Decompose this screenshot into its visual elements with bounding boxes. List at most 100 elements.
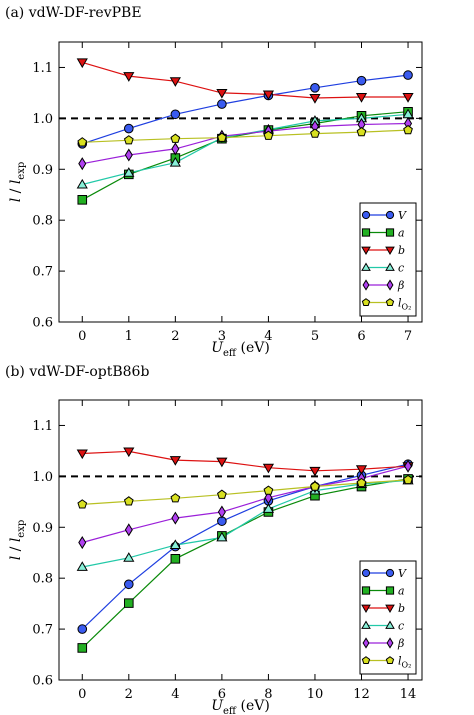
data-point (262, 463, 275, 474)
y-tick-label: 1.0 (32, 470, 53, 485)
legend-marker (385, 656, 395, 665)
data-point (262, 90, 275, 101)
x-axis-label: Ueff (eV) (211, 340, 270, 359)
data-point (124, 579, 134, 590)
legend-label: lO₂ (398, 655, 411, 670)
y-tick-label: 0.7 (32, 623, 53, 638)
data-point (355, 465, 368, 475)
legend-label: c (398, 620, 404, 633)
legend-marker (385, 620, 395, 629)
data-point (123, 135, 134, 145)
data-point (123, 72, 135, 82)
legend-marker (361, 568, 371, 578)
panel-b: (b) vdW-DF-optB86b 0 2 4 6 8 10 12 14 0.6 0.7 0.8 0.… (5, 364, 423, 715)
data-point (76, 561, 88, 571)
data-point (217, 99, 227, 109)
data-point (76, 58, 88, 69)
data-point (263, 485, 274, 495)
x-tick-label: 14 (400, 687, 417, 702)
data-point (216, 531, 228, 542)
x-tick-label: 6 (218, 687, 226, 702)
legend-box (359, 560, 417, 675)
x-tick-label: 0 (78, 329, 86, 344)
legend-marker (385, 246, 395, 255)
y-tick-label: 0.7 (32, 265, 53, 280)
data-point (78, 157, 87, 171)
y-tick-label: 0.9 (32, 163, 53, 178)
series-line-5 (82, 479, 409, 505)
data-point (77, 499, 88, 509)
x-tick-label: 10 (307, 687, 324, 702)
legend-box (359, 202, 417, 317)
data-point (310, 481, 320, 491)
y-tick-label: 1.0 (32, 112, 53, 127)
data-point (170, 133, 181, 143)
data-point (78, 536, 87, 550)
data-point (263, 130, 274, 140)
data-point (124, 123, 134, 134)
data-point (403, 474, 413, 485)
data-point (169, 77, 181, 87)
data-point (310, 128, 320, 138)
legend-marker (386, 637, 394, 649)
legend-label: lO₂ (398, 297, 411, 312)
legend-marker (385, 586, 395, 595)
x-tick-label: 0 (78, 687, 86, 702)
data-point (170, 493, 181, 503)
legend-marker (361, 228, 371, 237)
x-tick-label: 7 (404, 329, 412, 344)
data-point (123, 167, 135, 177)
legend-label: c (398, 262, 404, 275)
x-tick-label: 5 (311, 329, 319, 344)
series-points-2 (76, 447, 414, 477)
data-point (403, 70, 413, 80)
y-tick-label: 1.1 (32, 419, 53, 434)
data-point (123, 552, 135, 562)
data-point (262, 503, 275, 513)
legend-marker (385, 604, 395, 613)
legend-marker (385, 298, 395, 307)
data-point (264, 491, 273, 505)
legend-label: b (398, 244, 405, 257)
legend-label: a (398, 585, 405, 598)
legend-marker (361, 586, 371, 595)
x-tick-label: 2 (171, 329, 179, 344)
legend-marker (385, 228, 395, 237)
data-point (356, 75, 367, 86)
data-point (124, 598, 134, 608)
data-point (124, 523, 133, 537)
legend-label: a (398, 227, 405, 240)
data-point (169, 539, 181, 550)
y-tick-label: 0.6 (32, 316, 53, 331)
legend-label: b (398, 602, 405, 615)
data-point (171, 142, 180, 156)
legend-marker (361, 620, 371, 629)
series-line-2 (82, 450, 409, 472)
y-axis-label: l / lexp (8, 162, 27, 203)
data-point (77, 643, 88, 653)
y-tick-label: 0.8 (32, 214, 53, 229)
data-point (356, 477, 367, 488)
series-line-4 (82, 122, 409, 165)
x-tick-label: 12 (353, 687, 370, 702)
data-point (171, 511, 180, 525)
legend-marker (386, 279, 394, 291)
data-point (124, 148, 133, 162)
series-line-0 (81, 463, 409, 630)
data-point (77, 195, 88, 205)
legend-label: β (397, 637, 404, 650)
series-line-4 (82, 465, 409, 544)
legend-marker (361, 298, 371, 307)
legend-marker (361, 656, 371, 665)
data-point (217, 132, 227, 142)
legend-label: β (397, 279, 404, 292)
y-tick-label: 0.8 (32, 572, 53, 587)
series-line-1 (81, 478, 409, 649)
legend-marker (361, 262, 371, 271)
legend-marker (361, 210, 371, 220)
series-points-5 (77, 124, 413, 147)
data-point (216, 88, 228, 99)
y-axis-label: l / lexp (8, 520, 27, 561)
data-point (217, 489, 227, 499)
series-points-4 (78, 459, 413, 550)
